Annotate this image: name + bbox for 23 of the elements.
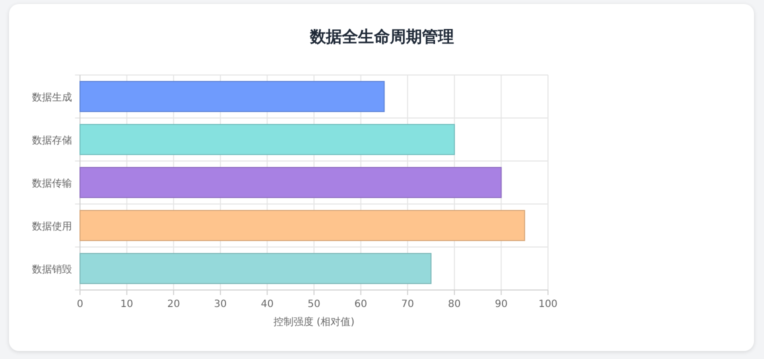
x-tick-label: 40 <box>260 299 274 310</box>
x-tick-label: 0 <box>76 299 84 310</box>
y-tick-label: 数据销毁 <box>32 264 72 276</box>
y-tick-label: 数据传输 <box>32 178 72 190</box>
x-tick-label: 50 <box>308 299 320 310</box>
x-tick-label: 70 <box>401 299 414 310</box>
x-axis-title: 控制强度 (相对值) <box>274 316 355 328</box>
x-tick-label: 10 <box>120 299 134 310</box>
bar <box>80 252 432 284</box>
bar <box>80 124 455 156</box>
x-tick-label: 100 <box>538 299 558 310</box>
bar <box>80 166 502 198</box>
y-tick-label: 数据使用 <box>32 220 72 232</box>
x-tick-label: 30 <box>214 299 227 310</box>
x-tick-label: 80 <box>448 299 461 310</box>
y-tick-label: 数据生成 <box>32 92 72 104</box>
x-tick-label: 90 <box>494 299 508 310</box>
x-tick-label: 20 <box>167 299 180 310</box>
y-tick-label: 数据存储 <box>32 134 72 146</box>
chart-title: 数据全生命周期管理 <box>309 27 454 46</box>
bar <box>80 80 385 112</box>
x-tick-label: 60 <box>354 299 368 310</box>
bar <box>80 210 526 242</box>
